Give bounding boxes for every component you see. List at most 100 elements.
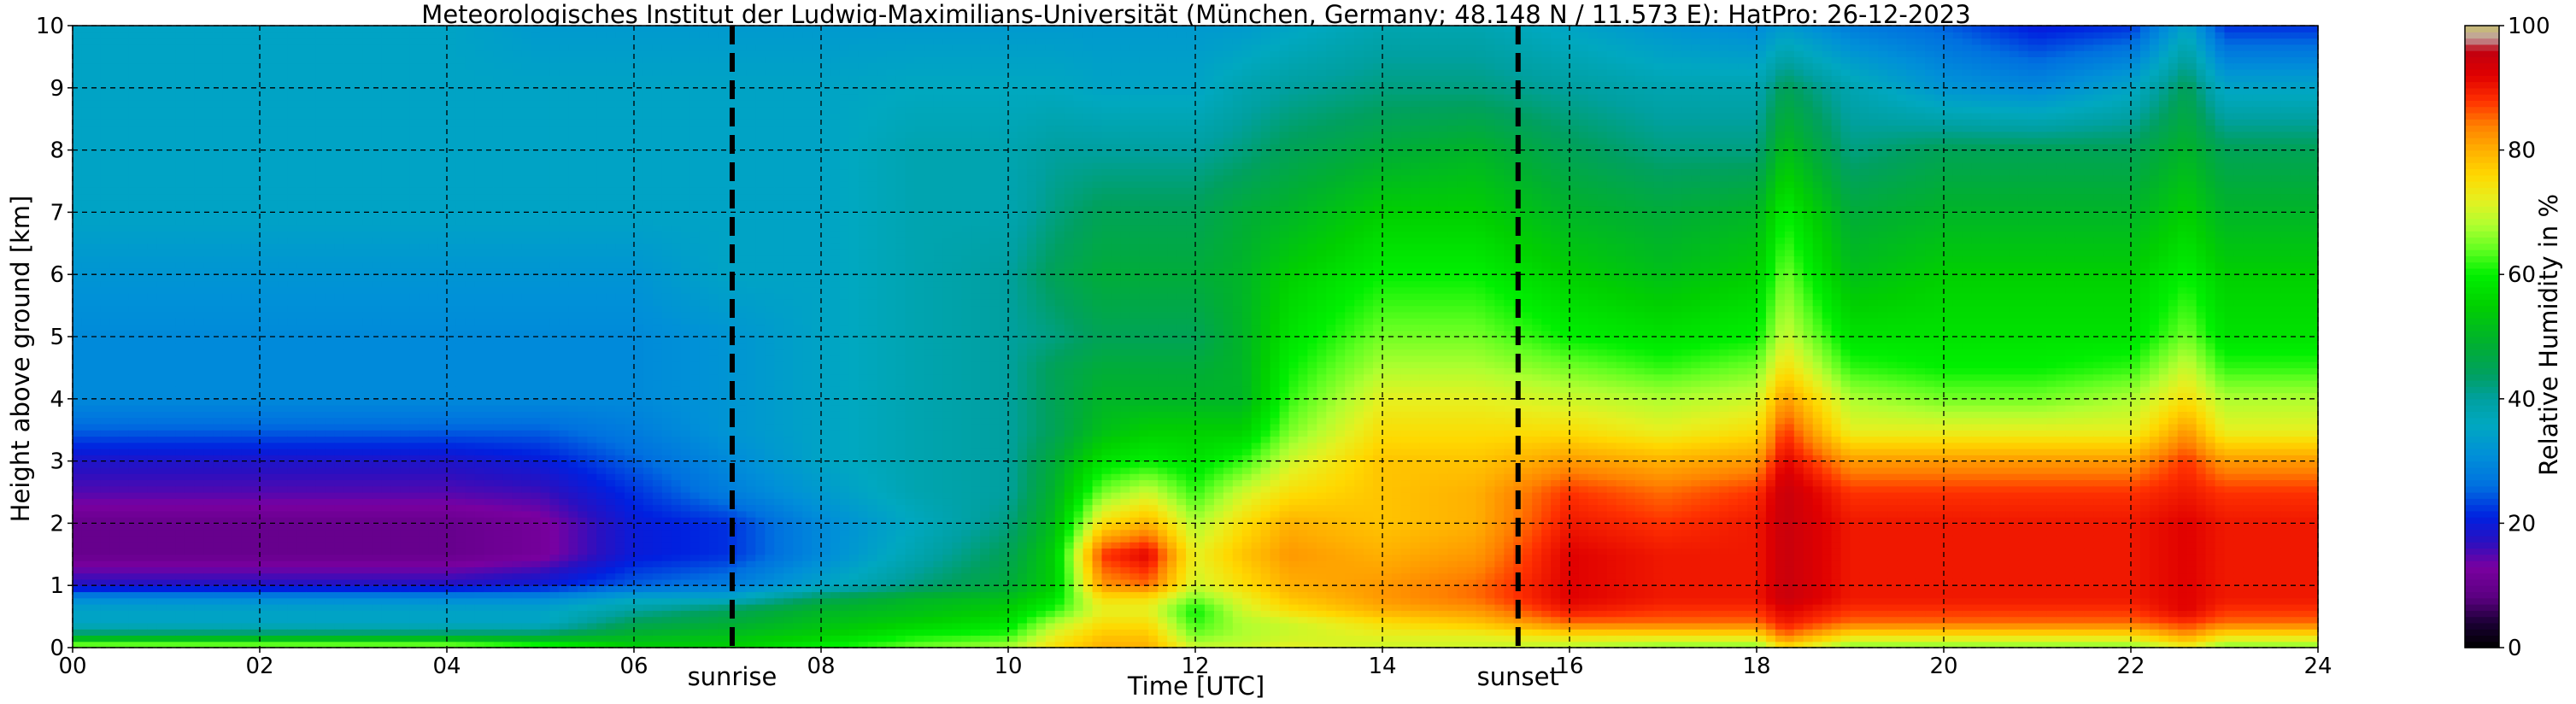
heatmap-cell bbox=[175, 616, 185, 624]
heatmap-cell bbox=[381, 330, 391, 337]
heatmap-cell bbox=[343, 87, 355, 95]
heatmap-cell bbox=[381, 181, 391, 188]
heatmap-cell bbox=[166, 199, 177, 207]
heatmap-cell bbox=[315, 199, 326, 207]
heatmap-cell bbox=[213, 243, 223, 250]
heatmap-cell bbox=[362, 81, 373, 89]
heatmap-cell bbox=[381, 355, 391, 362]
heatmap-cell bbox=[334, 373, 345, 381]
heatmap-cell bbox=[128, 585, 139, 593]
heatmap-cell bbox=[185, 616, 195, 624]
heatmap-cell bbox=[325, 449, 336, 455]
heatmap-cell bbox=[381, 255, 391, 263]
heatmap-cell bbox=[474, 411, 485, 419]
heatmap-cell bbox=[138, 330, 149, 337]
heatmap-cell bbox=[428, 106, 438, 114]
heatmap-cell bbox=[175, 119, 185, 126]
heatmap-cell bbox=[353, 224, 364, 232]
heatmap-cell bbox=[306, 255, 317, 263]
heatmap-cell bbox=[128, 249, 139, 256]
heatmap-cell bbox=[222, 349, 232, 356]
heatmap-cell bbox=[455, 162, 466, 170]
heatmap-cell bbox=[156, 125, 167, 132]
heatmap-cell bbox=[156, 305, 167, 313]
heatmap-cell bbox=[306, 26, 317, 32]
heatmap-cell bbox=[400, 367, 410, 375]
heatmap-cell bbox=[213, 597, 223, 605]
heatmap-cell bbox=[531, 187, 542, 195]
heatmap-cell bbox=[185, 224, 195, 232]
heatmap-cell bbox=[185, 529, 195, 537]
heatmap-cell bbox=[278, 274, 289, 282]
heatmap-cell bbox=[128, 436, 139, 443]
heatmap-cell bbox=[372, 193, 382, 201]
heatmap-cell bbox=[400, 548, 410, 555]
heatmap-cell bbox=[166, 629, 177, 637]
heatmap-cell bbox=[334, 436, 345, 443]
heatmap-cell bbox=[512, 436, 523, 443]
heatmap-cell bbox=[147, 138, 158, 144]
heatmap-cell bbox=[194, 479, 204, 487]
heatmap-cell bbox=[147, 125, 158, 132]
heatmap-cell bbox=[73, 423, 83, 431]
heatmap-cell bbox=[278, 112, 289, 120]
heatmap-cell bbox=[353, 423, 364, 431]
heatmap-cell bbox=[260, 597, 270, 605]
heatmap-cell bbox=[185, 379, 195, 387]
heatmap-cell bbox=[502, 94, 513, 101]
heatmap-cell bbox=[91, 417, 102, 425]
heatmap-cell bbox=[91, 560, 102, 567]
heatmap-cell bbox=[493, 343, 504, 350]
heatmap-cell bbox=[484, 504, 495, 512]
heatmap-cell bbox=[213, 578, 223, 586]
heatmap-cell bbox=[250, 75, 261, 83]
heatmap-cell bbox=[428, 243, 438, 250]
heatmap-cell bbox=[119, 597, 130, 605]
heatmap-cell bbox=[109, 68, 120, 76]
heatmap-cell bbox=[419, 548, 429, 555]
heatmap-cell bbox=[455, 261, 466, 269]
heatmap-cell bbox=[315, 423, 326, 431]
heatmap-cell bbox=[362, 373, 373, 381]
heatmap-cell bbox=[73, 461, 83, 468]
heatmap-cell bbox=[353, 492, 364, 499]
heatmap-cell bbox=[409, 119, 420, 126]
heatmap-cell bbox=[455, 355, 466, 362]
heatmap-cell bbox=[381, 566, 391, 574]
heatmap-cell bbox=[390, 218, 401, 226]
heatmap-cell bbox=[455, 68, 466, 76]
heatmap-cell bbox=[260, 417, 270, 425]
heatmap-cell bbox=[409, 578, 420, 586]
heatmap-cell bbox=[91, 411, 102, 419]
heatmap-cell bbox=[287, 119, 298, 126]
heatmap-cell bbox=[306, 405, 317, 412]
heatmap-cell bbox=[91, 187, 102, 195]
heatmap-cell bbox=[128, 293, 139, 300]
heatmap-cell bbox=[260, 231, 270, 238]
heatmap-cell bbox=[409, 280, 420, 288]
heatmap-cell bbox=[428, 305, 438, 313]
heatmap-cell bbox=[119, 162, 130, 170]
heatmap-cell bbox=[128, 280, 139, 288]
heatmap-cell bbox=[166, 473, 177, 481]
heatmap-cell bbox=[315, 585, 326, 593]
heatmap-cell bbox=[138, 591, 149, 599]
heatmap-cell bbox=[409, 44, 420, 51]
heatmap-cell bbox=[109, 187, 120, 195]
heatmap-cell bbox=[203, 529, 214, 537]
heatmap-cell bbox=[128, 125, 139, 132]
heatmap-cell bbox=[119, 144, 130, 151]
heatmap-cell bbox=[73, 174, 83, 182]
heatmap-cell bbox=[512, 75, 523, 83]
heatmap-cell bbox=[400, 635, 410, 642]
heatmap-cell bbox=[428, 231, 438, 238]
heatmap-cell bbox=[531, 578, 542, 586]
heatmap-cell bbox=[512, 243, 523, 250]
heatmap-cell bbox=[128, 255, 139, 263]
heatmap-cell bbox=[315, 337, 326, 343]
heatmap-cell bbox=[287, 100, 298, 108]
heatmap-cell bbox=[343, 566, 355, 574]
heatmap-cell bbox=[100, 616, 111, 624]
heatmap-cell bbox=[91, 554, 102, 561]
heatmap-cell bbox=[372, 255, 382, 263]
